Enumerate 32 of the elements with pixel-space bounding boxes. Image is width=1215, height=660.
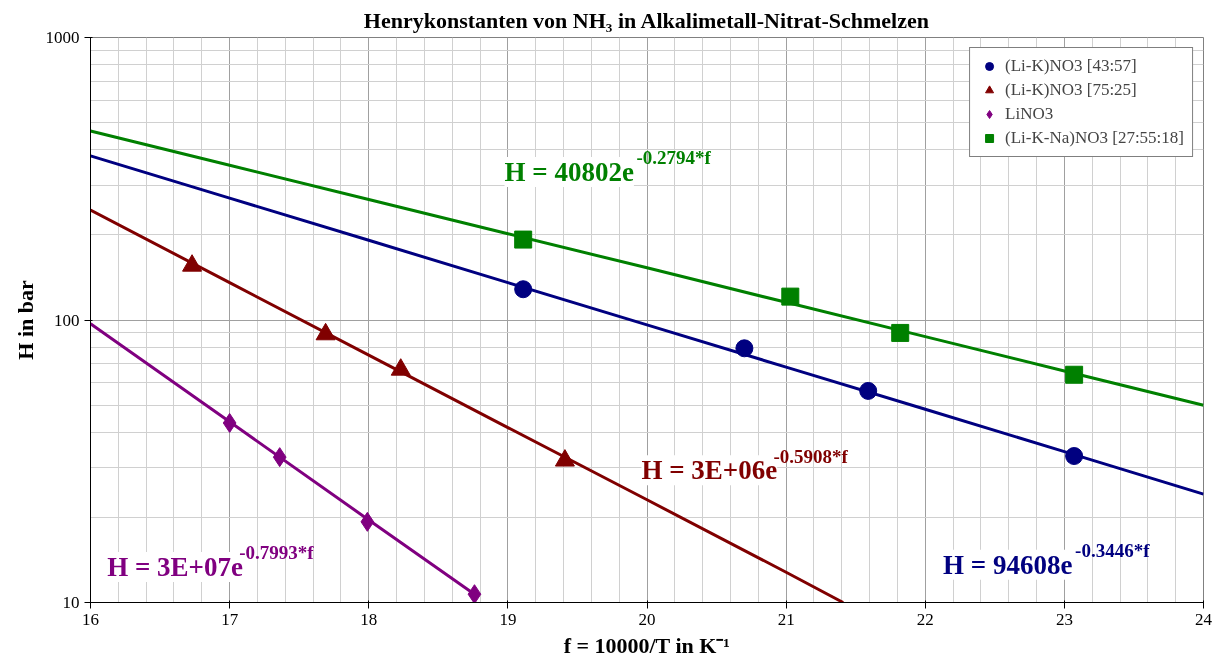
y-tick-label: 1000 — [45, 28, 80, 47]
point — [735, 339, 754, 358]
point — [859, 381, 878, 400]
point — [222, 412, 237, 433]
x-tick-label: 21 — [777, 609, 795, 629]
point — [781, 287, 800, 306]
point — [272, 447, 287, 468]
chart-title: Henrykonstanten von NH₃ in Alkalimetall-Nitrat-Schmelzen — [363, 7, 929, 33]
x-tick-label: 23 — [1055, 609, 1073, 629]
point — [891, 323, 910, 342]
point — [1065, 365, 1084, 384]
point — [514, 280, 533, 299]
x-tick-label: 22 — [916, 609, 934, 629]
x-tick-label: 24 — [1195, 609, 1213, 629]
y-axis-title: H in bar — [12, 280, 38, 360]
x-tick-label: 19 — [499, 609, 517, 629]
point — [1065, 447, 1084, 465]
x-tick-label: 17 — [221, 609, 239, 629]
y-tick-label: 100 — [54, 310, 80, 330]
legend-label: (Li-K)NO3 [75:25] — [1005, 80, 1137, 100]
point — [360, 511, 375, 532]
point — [467, 584, 482, 603]
y-tick-label: 10 — [62, 593, 80, 612]
x-tick-label: 20 — [638, 609, 656, 629]
x-tick-label: 18 — [360, 609, 378, 629]
line-series — [90, 129, 1204, 407]
legend-label: (Li-K-Na)NO3 [27:55:18] — [1005, 128, 1184, 148]
x-tick-label: 16 — [82, 609, 99, 629]
legend-label: LiNO3 — [1005, 104, 1054, 124]
x-axis-title: f = 10000/T in K⁻¹ — [563, 632, 730, 658]
point — [514, 230, 533, 249]
legend-label: (Li-K)NO3 [43:57] — [1005, 56, 1137, 76]
